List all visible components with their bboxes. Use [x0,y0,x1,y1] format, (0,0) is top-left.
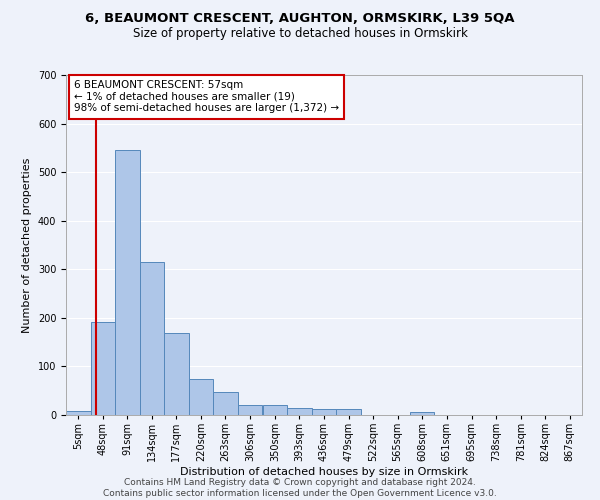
Bar [66,411,91,415]
Bar [91,322,115,415]
Text: Size of property relative to detached houses in Ormskirk: Size of property relative to detached ho… [133,28,467,40]
Bar [140,262,164,415]
Bar [312,408,336,415]
Text: Contains HM Land Registry data © Crown copyright and database right 2024.
Contai: Contains HM Land Registry data © Crown c… [103,478,497,498]
Text: 6 BEAUMONT CRESCENT: 57sqm
← 1% of detached houses are smaller (19)
98% of semi-: 6 BEAUMONT CRESCENT: 57sqm ← 1% of detac… [74,80,339,114]
Bar [410,412,434,415]
Bar [336,408,361,415]
Bar [164,334,188,415]
Y-axis label: Number of detached properties: Number of detached properties [22,158,32,332]
Bar [263,406,287,415]
Bar [188,378,213,415]
Text: 6, BEAUMONT CRESCENT, AUGHTON, ORMSKIRK, L39 5QA: 6, BEAUMONT CRESCENT, AUGHTON, ORMSKIRK,… [85,12,515,26]
Bar [238,406,262,415]
Bar [115,150,140,415]
Bar [287,408,312,415]
Bar [213,392,238,415]
X-axis label: Distribution of detached houses by size in Ormskirk: Distribution of detached houses by size … [180,467,468,477]
